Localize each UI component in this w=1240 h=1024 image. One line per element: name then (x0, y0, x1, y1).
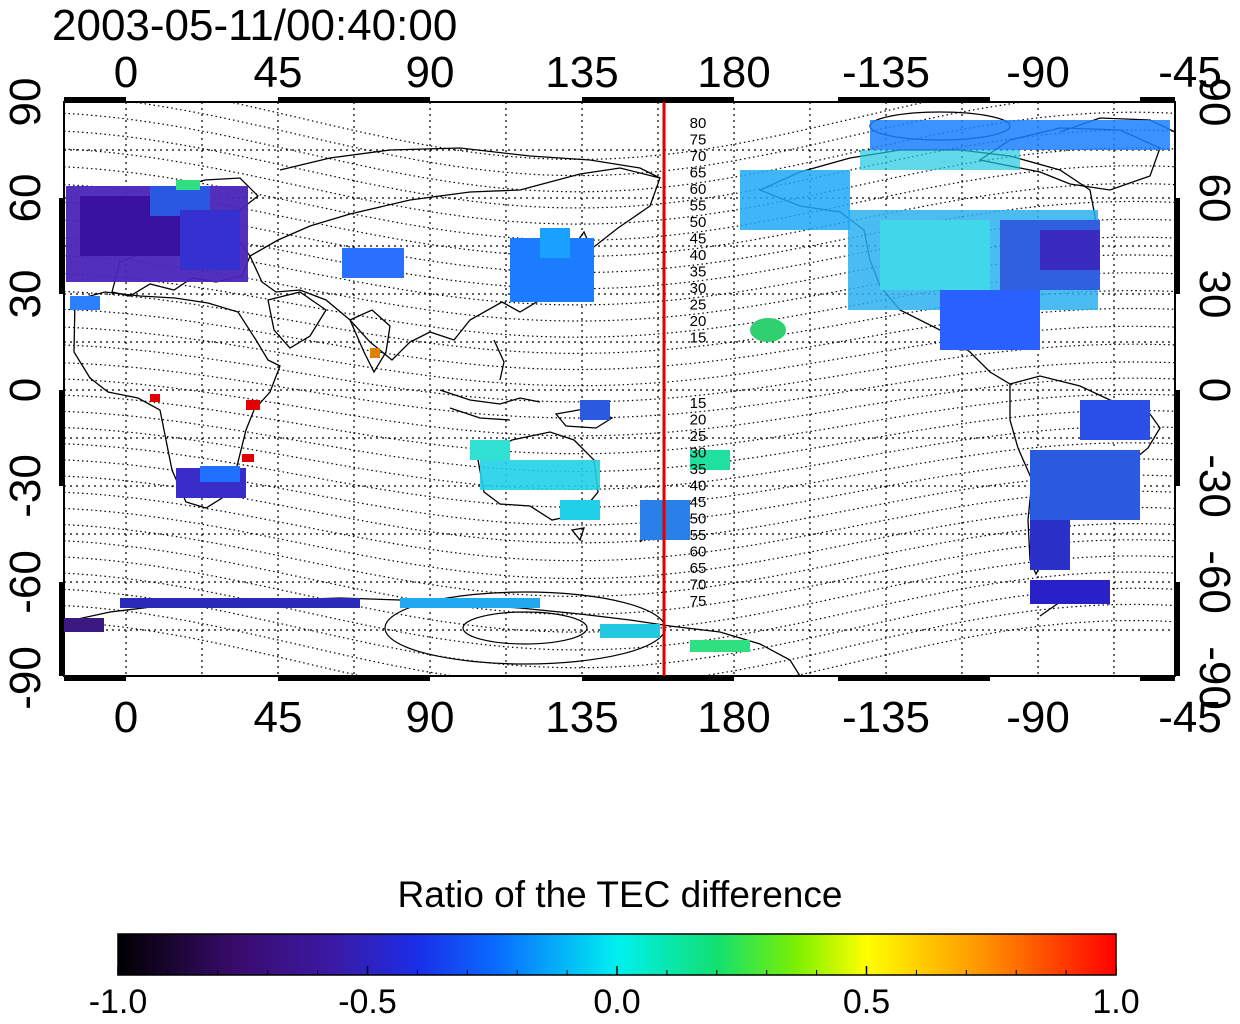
contour-label-north: 55 (690, 198, 707, 215)
contour-label-south: 30 (690, 445, 707, 462)
colorbar-tick-label: -0.5 (338, 983, 397, 1021)
contour-labels: 8075706560555045403530252015152025303540… (690, 115, 707, 610)
bottom-lon-label: 45 (254, 693, 303, 742)
top-lon-label: -45 (1158, 48, 1222, 97)
contour-label-south: 75 (690, 593, 707, 610)
bottom-lon-label: -45 (1158, 693, 1222, 742)
frame-bars (59, 97, 1180, 681)
left-lat-label: -60 (1, 550, 50, 614)
contour-label-south: 55 (690, 527, 707, 544)
right-lat-label: 60 (1190, 174, 1239, 223)
bottom-lon-label: -90 (1006, 693, 1070, 742)
contour-label-north: 80 (690, 115, 707, 132)
right-lat-label: 0 (1190, 378, 1239, 402)
contour-label-north: 30 (690, 280, 707, 297)
right-lat-label: 30 (1190, 270, 1239, 319)
contour-label-north: 15 (690, 330, 707, 347)
contour-label-south: 35 (690, 461, 707, 478)
left-lat-label: 90 (1, 78, 50, 127)
left-lat-label: 30 (1, 270, 50, 319)
top-lon-label: 180 (697, 48, 770, 97)
contour-label-south: 60 (690, 544, 707, 561)
colorbar-tick-label: 0.5 (842, 983, 891, 1021)
contour-label-north: 25 (690, 297, 707, 314)
left-lat-label: -90 (1, 646, 50, 710)
left-lat-label: -30 (1, 454, 50, 518)
top-lon-label: 45 (254, 48, 303, 97)
contour-label-north: 50 (690, 214, 707, 231)
contour-label-south: 40 (690, 478, 707, 495)
top-lon-label: -90 (1006, 48, 1070, 97)
right-lat-label: 90 (1190, 78, 1239, 127)
colorbar-ticks (117, 966, 1117, 975)
contour-label-north: 20 (690, 313, 707, 330)
colorbar-tick-label: 0.0 (593, 983, 641, 1021)
bottom-longitude-labels: 0 45 90 135 180 -135 -90 -45 (114, 693, 1222, 742)
bottom-lon-label: 0 (114, 693, 138, 742)
contour-label-south: 25 (690, 428, 707, 445)
right-lat-label: -90 (1190, 646, 1239, 710)
contour-label-north: 65 (690, 165, 707, 182)
top-lon-label: 0 (114, 48, 138, 97)
right-latitude-labels: 90 60 30 0 -30 -60 -90 (1190, 78, 1239, 710)
left-lat-label: 0 (1, 378, 50, 402)
contour-label-south: 20 (690, 412, 707, 429)
contour-label-south: 15 (690, 395, 707, 412)
contour-label-south: 65 (690, 560, 707, 577)
contour-label-north: 35 (690, 264, 707, 281)
bottom-lon-label: 135 (545, 693, 618, 742)
bottom-lon-label: -135 (842, 693, 930, 742)
top-longitude-labels: 0 45 90 135 180 -135 -90 -45 (114, 48, 1222, 97)
right-lat-label: -60 (1190, 550, 1239, 614)
colorbar-tick-label: 1.0 (1092, 983, 1140, 1021)
map-title: 2003-05-11/00:40:00 (52, 1, 458, 50)
contour-label-north: 70 (690, 148, 707, 165)
left-latitude-labels: 90 60 30 0 -30 -60 -90 (1, 78, 50, 710)
contour-label-south: 50 (690, 511, 707, 528)
colorbar-title: Ratio of the TEC difference (397, 874, 843, 915)
right-lat-label: -30 (1190, 454, 1239, 518)
left-lat-label: 60 (1, 174, 50, 223)
contour-label-north: 75 (690, 132, 707, 149)
colorbar-tick-label: -1.0 (88, 983, 148, 1021)
contour-label-north: 60 (690, 181, 707, 198)
contour-label-north: 45 (690, 231, 707, 248)
top-lon-label: 135 (545, 48, 618, 97)
top-lon-label: 90 (406, 48, 455, 97)
bottom-lon-label: 90 (406, 693, 455, 742)
top-lon-label: -135 (842, 48, 930, 97)
contour-label-north: 40 (690, 247, 707, 264)
tec-data-patches (64, 120, 1170, 652)
contour-label-south: 70 (690, 577, 707, 594)
contour-label-south: 45 (690, 494, 707, 511)
bottom-lon-label: 180 (697, 693, 770, 742)
